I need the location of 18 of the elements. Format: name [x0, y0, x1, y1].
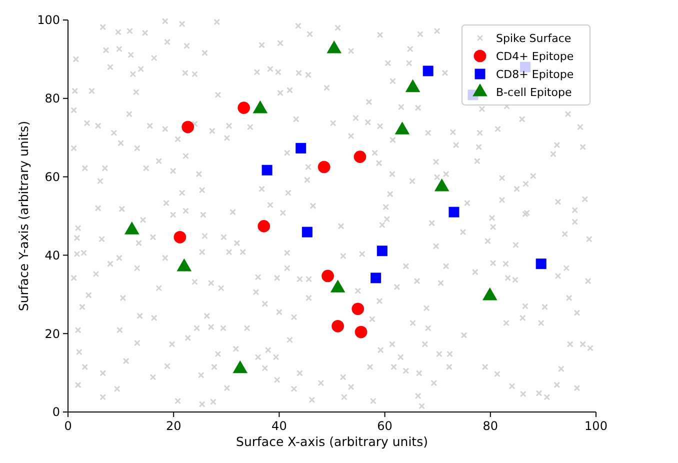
legend-label: B-cell Epitope	[496, 86, 572, 99]
y-tick-label: 20	[44, 326, 60, 341]
y-tick-label: 0	[52, 405, 60, 420]
x-tick-label: 20	[166, 419, 182, 433]
x-tick-label: 0	[64, 419, 72, 433]
legend-label: CD4+ Epitope	[496, 50, 574, 63]
y-tick-label: 100	[37, 13, 60, 28]
legend-label: Spike Surface	[496, 32, 572, 45]
x-tick-label: 60	[377, 419, 392, 433]
x-tick-label: 80	[482, 419, 498, 433]
y-axis-title: Surface Y-axis (arbitrary units)	[16, 120, 31, 312]
legend-label: CD8+ Epitope	[496, 68, 574, 81]
x-tick-label: 100	[584, 419, 608, 433]
y-tick-label: 40	[44, 248, 60, 262]
x-tick-label: 40	[272, 419, 287, 433]
y-tick-label: 60	[44, 170, 60, 184]
x-axis-title: Surface X-axis (arbitrary units)	[236, 434, 428, 449]
y-tick-label: 80	[44, 92, 60, 106]
